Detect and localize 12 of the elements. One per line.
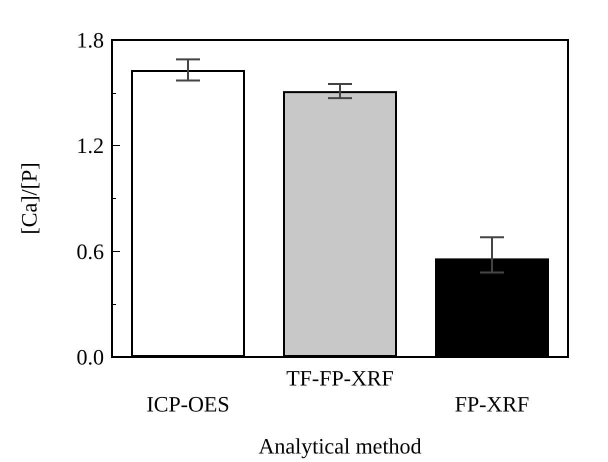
x-tick-label: ICP-OES xyxy=(146,392,230,416)
y-tick-label: 1.8 xyxy=(76,28,104,52)
x-axis-title: Analytical method xyxy=(258,434,422,458)
y-tick-label: 0.6 xyxy=(76,238,104,264)
x-tick-label: FP-XRF xyxy=(454,392,530,416)
bar xyxy=(283,91,397,357)
bar xyxy=(435,258,549,357)
bar xyxy=(131,70,245,357)
y-axis-title: [Ca]/[P] xyxy=(16,162,42,235)
x-tick-label: TF-FP-XRF xyxy=(286,366,394,390)
y-tick-label: 1.2 xyxy=(76,133,104,158)
y-tick-label: 0.0 xyxy=(76,344,104,370)
